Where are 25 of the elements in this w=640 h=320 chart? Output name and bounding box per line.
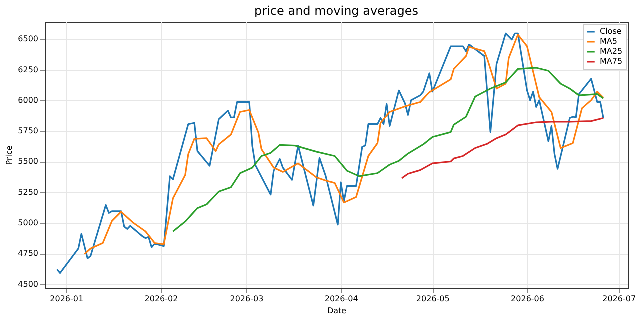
x-tick-label: 2026-05	[416, 294, 450, 304]
x-tick-label: 2026-01	[50, 294, 84, 304]
x-tick-label: 2026-04	[324, 294, 358, 304]
chart-title: price and moving averages	[254, 4, 418, 18]
legend-label: MA5	[600, 37, 618, 46]
legend-label: MA75	[600, 57, 623, 66]
y-tick-label: 6000	[18, 96, 38, 105]
y-tick-label: 6250	[18, 65, 38, 74]
legend-label: Close	[600, 27, 622, 36]
y-tick-label: 6500	[18, 34, 38, 44]
y-tick-label: 5750	[18, 126, 38, 136]
legend-label: MA25	[600, 47, 623, 56]
x-axis-title: Date	[327, 306, 347, 316]
x-tick-label: 2026-03	[230, 294, 264, 304]
y-tick-label: 5500	[18, 157, 38, 166]
line-series	[172, 67, 604, 232]
y-tick-label: 5250	[18, 188, 38, 197]
y-axis-title: Price	[5, 146, 14, 166]
line-series	[401, 117, 604, 180]
x-tick-label: 2026-07	[602, 294, 636, 304]
y-tick-label: 4750	[18, 249, 38, 258]
x-tick-label: 2026-06	[511, 294, 544, 304]
y-tick-label: 4500	[18, 280, 38, 289]
y-tick-label: 5000	[18, 218, 38, 228]
x-tick-label: 2026-02	[144, 294, 178, 304]
